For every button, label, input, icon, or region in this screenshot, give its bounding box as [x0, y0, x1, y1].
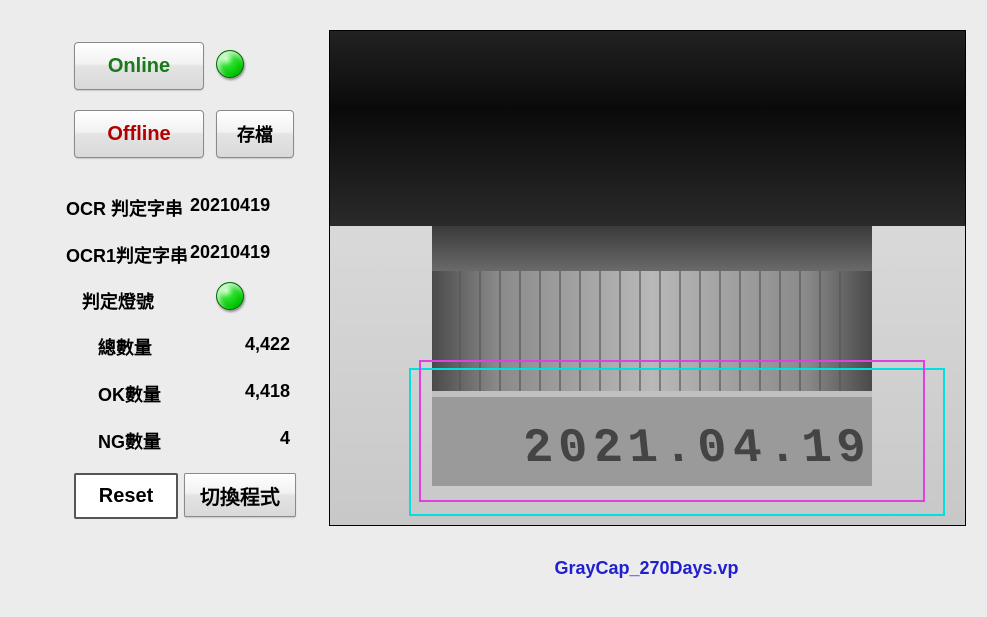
ok-count-label: OK數量	[98, 381, 161, 407]
ng-count-label: NG數量	[98, 428, 161, 454]
offline-button[interactable]: Offline	[74, 110, 204, 158]
program-filename: GrayCap_270Days.vp	[329, 558, 964, 579]
reset-button-label: Reset	[99, 485, 153, 508]
ok-count-value: 4,418	[190, 381, 290, 402]
camera-viewport: 2021.04.19	[329, 30, 966, 526]
ocr1-label: OCR1判定字串	[66, 242, 188, 268]
online-button[interactable]: Online	[74, 42, 204, 90]
camera-image: 2021.04.19	[330, 31, 965, 525]
switch-program-button[interactable]: 切換程式	[184, 473, 296, 517]
offline-button-label: Offline	[107, 123, 170, 146]
online-status-led	[216, 50, 244, 78]
total-count-label: 總數量	[98, 334, 152, 360]
ocr1-value: 20210419	[190, 242, 300, 263]
reset-button[interactable]: Reset	[74, 473, 178, 519]
judge-label: 判定燈號	[82, 288, 154, 314]
switch-program-button-label: 切換程式	[200, 481, 280, 510]
save-button-label: 存檔	[237, 121, 273, 147]
total-count-value: 4,422	[190, 334, 290, 355]
ng-count-value: 4	[190, 428, 290, 449]
ocr-label: OCR 判定字串	[66, 195, 183, 221]
save-button[interactable]: 存檔	[216, 110, 294, 158]
printed-date-text: 2021.04.19	[521, 422, 875, 476]
judge-status-led	[216, 282, 244, 310]
online-button-label: Online	[108, 55, 170, 78]
ocr-value: 20210419	[190, 195, 300, 216]
